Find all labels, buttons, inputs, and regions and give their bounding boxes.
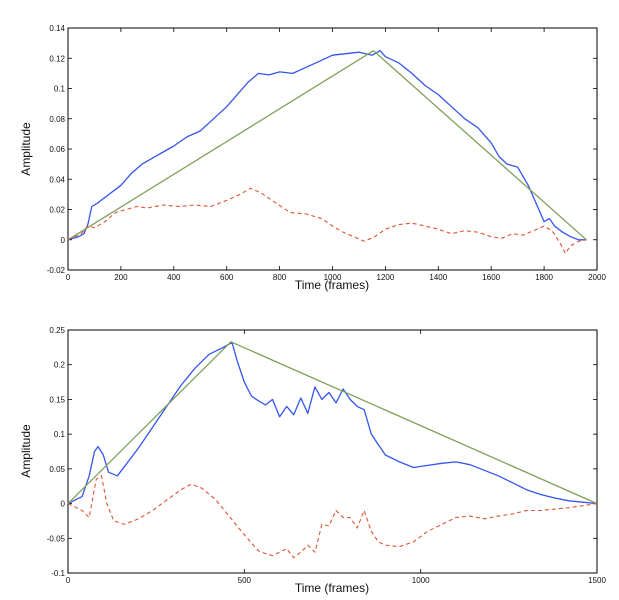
x-tick-label: 1000 xyxy=(324,273,342,282)
bottom-x-axis-title: Time (frames) xyxy=(295,581,369,595)
x-tick-label: 200 xyxy=(114,273,128,282)
x-tick-label: 500 xyxy=(238,576,252,585)
measured-blue-line xyxy=(67,341,598,505)
top-chart: 0 200 400 600 800 1000 1200 1400 1600 1800 2000 -0.… xyxy=(19,24,606,292)
x-tick-label: 2000 xyxy=(588,273,606,282)
y-tick-label: 0.1 xyxy=(54,85,66,94)
y-tick-label: 0.08 xyxy=(49,115,65,124)
bottom-chart: 0 500 1000 1500 -0.1 -0.05 0 0.05 0.1 0.15 0.2 0.25… xyxy=(19,326,606,595)
measured-blue-line xyxy=(67,50,587,241)
y-tick-label: -0.02 xyxy=(47,266,66,275)
top-chart-series xyxy=(67,50,587,254)
x-tick-label: 0 xyxy=(66,273,71,282)
x-tick-label: 800 xyxy=(273,273,287,282)
x-tick-label: 1500 xyxy=(588,576,606,585)
bottom-y-axis-title: Amplitude xyxy=(19,424,33,478)
y-tick-label: -0.1 xyxy=(51,569,65,578)
x-tick-label: 400 xyxy=(167,273,181,282)
y-tick-label: 0 xyxy=(61,500,66,509)
model-green-line xyxy=(67,341,598,505)
y-tick-label: 0.02 xyxy=(49,206,65,215)
top-x-axis-title: Time (frames) xyxy=(295,278,369,292)
y-tick-label: 0.15 xyxy=(49,395,65,404)
y-tick-label: 0.25 xyxy=(49,326,65,335)
y-tick-label: 0.04 xyxy=(49,175,65,184)
x-tick-label: 0 xyxy=(66,576,71,585)
x-tick-label: 1800 xyxy=(535,273,553,282)
x-tick-label: 1600 xyxy=(482,273,500,282)
residual-dashed-line xyxy=(67,187,587,254)
y-tick-label: 0.06 xyxy=(49,145,65,154)
top-plot-frame xyxy=(67,27,598,271)
y-tick-label: 0.1 xyxy=(54,430,66,439)
residual-dashed-line xyxy=(67,475,598,559)
x-tick-label: 1200 xyxy=(377,273,395,282)
bottom-plot-frame xyxy=(67,329,598,574)
x-tick-label: 1400 xyxy=(429,273,447,282)
top-chart-ticks: 0 200 400 600 800 1000 1200 1400 1600 1800 2000 -0.… xyxy=(47,24,607,282)
y-tick-label: 0.05 xyxy=(49,465,65,474)
y-tick-label: 0 xyxy=(61,236,66,245)
x-tick-label: 600 xyxy=(220,273,234,282)
bottom-chart-series xyxy=(67,341,598,559)
y-tick-label: 0.12 xyxy=(49,54,65,63)
bottom-chart-ticks: 0 500 1000 1500 -0.1 -0.05 0 0.05 0.1 0.15 0.2 0.25 xyxy=(47,326,607,585)
y-tick-label: -0.05 xyxy=(47,534,66,543)
y-tick-label: 0.2 xyxy=(54,361,66,370)
x-tick-label: 1000 xyxy=(412,576,430,585)
model-green-line xyxy=(67,50,587,241)
top-y-axis-title: Amplitude xyxy=(19,122,33,176)
y-tick-label: 0.14 xyxy=(49,24,65,33)
